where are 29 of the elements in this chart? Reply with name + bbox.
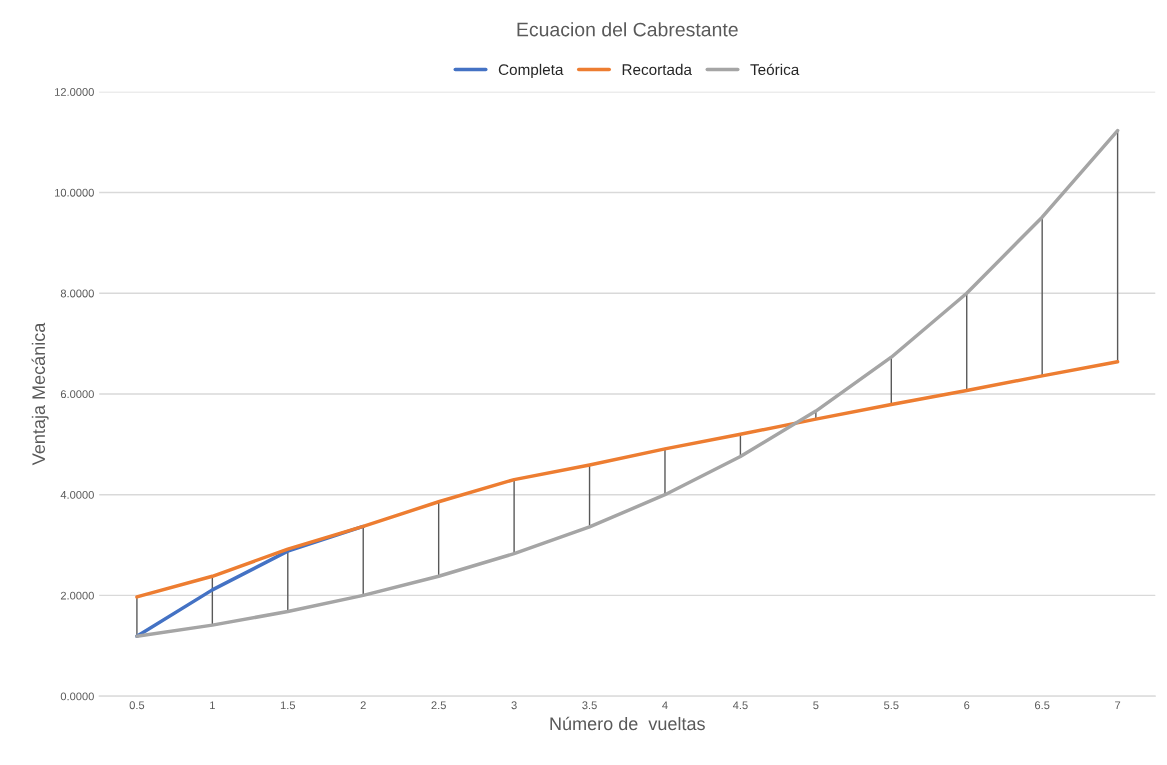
x-tick-label: 0.5 <box>129 701 145 710</box>
x-tick-label: 4.5 <box>732 701 748 710</box>
y-tick-label: 12.0000 <box>55 88 94 96</box>
legend-label: Recortada <box>622 63 692 76</box>
y-tick-label: 6.0000 <box>60 390 94 399</box>
legend-label: Completa <box>498 63 564 79</box>
x-tick-label: 2 <box>360 701 366 710</box>
y-tick-label: 0.0000 <box>60 692 94 701</box>
x-tick-label: 2.5 <box>431 701 446 710</box>
line-series <box>135 360 1120 599</box>
chart-title: Ecuacion del Cabrestante <box>517 22 738 37</box>
x-tick-label: 4 <box>662 701 668 710</box>
x-tick-label: 3.5 <box>582 701 597 710</box>
x-tick-label: 6 <box>964 701 970 710</box>
y-tick-label: 10.0000 <box>55 188 94 197</box>
x-tick-label: 1 <box>210 701 215 710</box>
x-tick-label: 7 <box>1115 701 1121 710</box>
y-tick-label: 4.0000 <box>60 490 94 499</box>
y-axis-title: Ventaja Mecánica <box>31 322 49 466</box>
legend-label: Teórica <box>750 63 800 76</box>
x-tick-label: 1.5 <box>280 701 296 710</box>
x-tick-label: 5.5 <box>884 701 899 710</box>
y-tick-label: 8.0000 <box>60 289 94 298</box>
x-tick-label: 5 <box>813 701 819 710</box>
line-series <box>135 128 1120 638</box>
x-axis-title: Número de vueltas <box>550 716 705 731</box>
y-tick-label: 2.0000 <box>60 591 94 600</box>
x-tick-label: 6.5 <box>1035 701 1050 710</box>
x-tick-label: 3 <box>511 701 517 710</box>
